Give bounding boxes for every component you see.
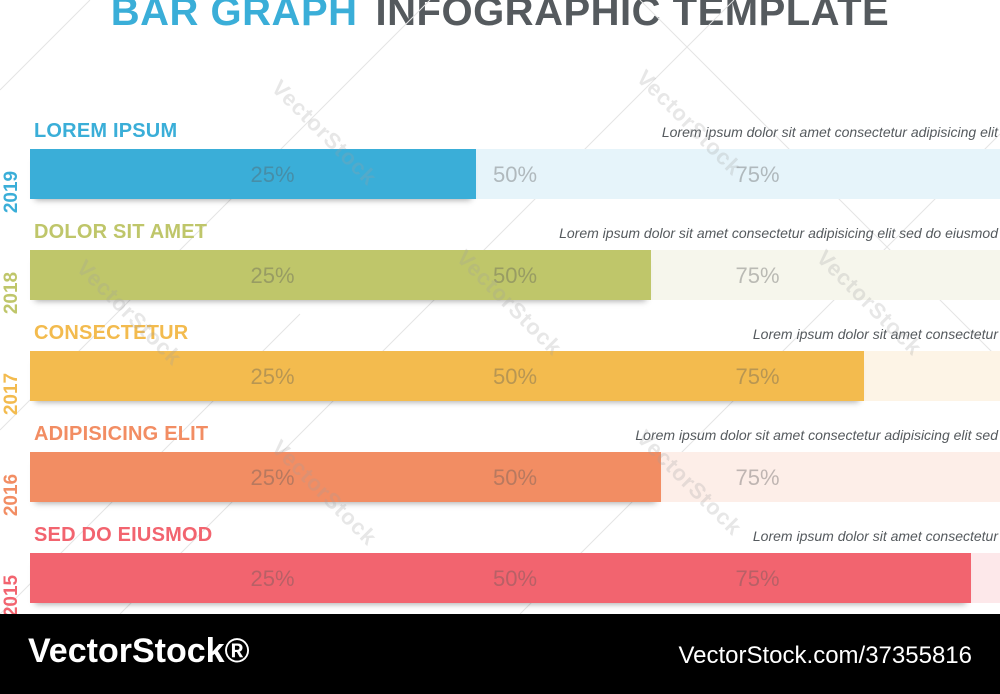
year-label: 2019: [0, 162, 24, 222]
bar: [30, 149, 477, 199]
bar-track: 25% 50% 75%: [30, 452, 1000, 502]
year-label-text: 2018: [1, 271, 22, 315]
tick-label: 50%: [492, 162, 538, 187]
tick-label: 25%: [250, 465, 295, 490]
tick-label: 75%: [735, 364, 780, 389]
category-label: CONSECTETUR: [34, 322, 189, 344]
tick-label: 50%: [492, 364, 538, 389]
year-label: 2017: [0, 364, 24, 424]
tick-label: 25%: [250, 162, 295, 187]
category-description: Lorem ipsum dolor sit amet consectetur: [752, 528, 998, 544]
year-label-text: 2017: [1, 372, 22, 416]
tick-label: 75%: [735, 162, 780, 187]
bar-track: 25% 50% 75%: [30, 553, 1000, 603]
bar-row: 2017 CONSECTETUR Lorem ipsum dolor sit ame…: [0, 322, 1000, 422]
year-label-text: 2016: [1, 473, 22, 517]
tick-label: 75%: [735, 263, 780, 288]
category-description: Lorem ipsum dolor sit amet consectetur a…: [635, 427, 998, 443]
bar-track: 25% 50% 75%: [30, 250, 1000, 300]
tick-label: 25%: [250, 364, 295, 389]
title-part-2: INFOGRAPHIC TEMPLATE: [375, 0, 890, 34]
bar-row: 2016 ADIPISICING ELIT Lorem ipsum dolor si…: [0, 423, 1000, 523]
footer-bar: VectorStock® VectorStock.com/37355816: [0, 614, 1000, 694]
tick-label: 25%: [250, 263, 295, 288]
title-part-1: BAR GRAPH: [110, 0, 358, 34]
tick-label: 75%: [735, 566, 780, 591]
category-label: DOLOR SIT AMET: [34, 221, 208, 243]
bar: [30, 452, 661, 502]
bar: [30, 250, 651, 300]
footer-brand: VectorStock®: [28, 632, 250, 670]
category-label: SED DO EIUSMOD: [34, 524, 213, 546]
year-label-text: 2015: [1, 574, 22, 618]
category-description: Lorem ipsum dolor sit amet consectetur: [752, 326, 998, 342]
bar-row: 2015 SED DO EIUSMOD Lorem ipsum dolor sit …: [0, 524, 1000, 624]
bar: [30, 553, 971, 603]
bar: [30, 351, 865, 401]
bar-track: 25% 50% 75%: [30, 149, 1000, 199]
category-description: Lorem ipsum dolor sit amet consectetur a…: [559, 225, 998, 241]
category-label: ADIPISICING ELIT: [34, 423, 209, 445]
year-label: 2018: [0, 263, 24, 323]
tick-label: 25%: [250, 566, 295, 591]
bar-row: 2018 DOLOR SIT AMET Lorem ipsum dolor sit …: [0, 221, 1000, 321]
bar-row: 2019 LOREM IPSUM Lorem ipsum dolor sit ame…: [0, 120, 1000, 220]
tick-label: 50%: [492, 263, 538, 288]
category-description: Lorem ipsum dolor sit amet consectetur a…: [661, 124, 998, 140]
year-label: 2016: [0, 465, 24, 525]
footer-image-code: VectorStock.com/37355816: [678, 642, 972, 669]
year-label-text: 2019: [1, 170, 22, 214]
category-label: LOREM IPSUM: [34, 120, 178, 142]
tick-label: 75%: [735, 465, 780, 490]
bar-track: 25% 50% 75%: [30, 351, 1000, 401]
tick-label: 50%: [492, 566, 538, 591]
page-title: BAR GRAPH INFOGRAPHIC TEMPLATE: [0, 0, 1000, 35]
tick-label: 50%: [492, 465, 538, 490]
